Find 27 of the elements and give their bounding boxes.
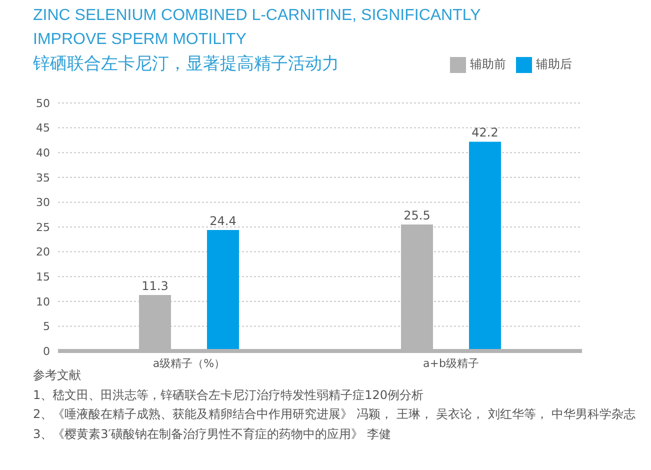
y-tick-label: 25 xyxy=(36,220,50,234)
data-label: 11.3 xyxy=(142,278,168,293)
legend-label: 辅助前 xyxy=(470,57,506,71)
bar xyxy=(207,230,239,351)
y-tick-label: 35 xyxy=(36,171,50,184)
chart-title: ZINC SELENIUM COMBINED L-CARNITINE, SIGNIFICANTLY IMPROVE SPERM MOTILITY xyxy=(33,6,482,50)
text: 1、嵇文田、田洪志等，锌硒联合左卡尼汀治疗特发性弱精子症120例分析 xyxy=(33,386,425,404)
x-tick-label: a级精子（%） xyxy=(152,356,226,370)
y-tick-label: 50 xyxy=(36,96,50,110)
data-label: 42.2 xyxy=(472,126,498,140)
y-tick-label: 5 xyxy=(43,320,50,334)
text: 参考文献 xyxy=(33,368,81,382)
legend-label: 辅助后 xyxy=(536,57,572,71)
y-tick-label: 30 xyxy=(36,196,50,210)
y-tick-label: 45 xyxy=(36,122,50,135)
data-label: 25.5 xyxy=(404,208,430,223)
y-tick-label: 40 xyxy=(36,146,50,160)
y-tick-label: 10 xyxy=(36,295,50,308)
bar xyxy=(469,142,501,351)
data-label: 24.4 xyxy=(210,214,236,228)
chart-subtitle: 锌硒联合左卡尼汀，显著提高精子活动力 xyxy=(33,53,339,76)
text: 2、《唾液酸在精子成熟、获能及精卵结合中作用研究进展》 冯颖， 王琳， 吴衣论， 刘红华等， 中华男科学杂志 xyxy=(33,406,636,423)
x-tick-label: a+b级精子 xyxy=(423,356,479,370)
y-tick-label: 0 xyxy=(43,344,50,358)
y-tick-label: 15 xyxy=(36,270,50,284)
text: 3、《樱黄素3′磺酸钠在制备治疗男性不育症的药物中的应用》 李健 xyxy=(33,426,392,442)
y-tick-label: 20 xyxy=(36,246,50,259)
